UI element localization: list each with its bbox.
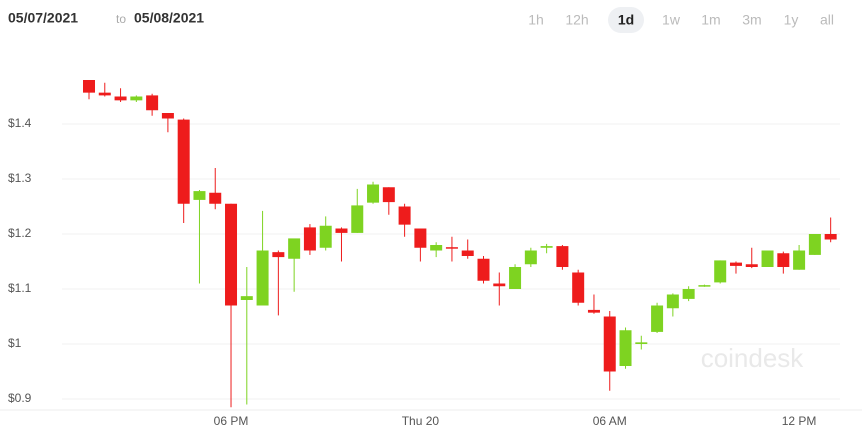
candle-body: [430, 245, 443, 251]
candle-body: [319, 225, 332, 248]
candle-body: [130, 96, 143, 101]
candle-body: [729, 262, 742, 266]
candle-body: [398, 206, 411, 225]
candle-body: [114, 96, 127, 101]
candle-body: [367, 184, 380, 203]
range-button[interactable]: 1m: [701, 12, 720, 28]
candle-body: [603, 316, 616, 372]
candle-body: [619, 330, 632, 366]
x-tick-label: 06 PM: [214, 414, 249, 428]
candle-body: [335, 228, 348, 233]
x-tick-label: 12 PM: [782, 414, 817, 428]
y-tick-label: $0.9: [8, 391, 32, 405]
range-button[interactable]: 1w: [662, 12, 681, 28]
y-tick-label: $1.2: [8, 226, 32, 240]
candle-body: [745, 264, 758, 267]
candle-body: [414, 228, 427, 248]
date-separator: to: [116, 12, 126, 26]
candle-body: [477, 258, 490, 281]
candle-body: [445, 247, 458, 249]
range-button[interactable]: 1d: [618, 12, 634, 28]
x-tick-label: Thu 20: [402, 414, 440, 428]
candle-body: [83, 80, 95, 93]
candle-body: [193, 191, 206, 200]
candle-body: [382, 187, 395, 203]
range-active-bg: [608, 7, 644, 33]
candle-body: [177, 119, 190, 204]
candle-body: [793, 250, 806, 270]
candle-body: [98, 92, 111, 96]
candle-body: [682, 289, 695, 299]
candle-body: [714, 260, 727, 283]
candle-body: [540, 246, 553, 248]
candle-body: [493, 283, 506, 287]
candle-body: [146, 95, 159, 111]
candle-body: [461, 250, 474, 256]
watermark: coindesk: [701, 343, 805, 373]
candle-body: [524, 250, 537, 265]
range-button[interactable]: 1y: [784, 12, 799, 28]
candle-body: [351, 205, 364, 233]
candle-body: [509, 267, 522, 289]
candle-body: [587, 309, 600, 313]
candle-body: [256, 250, 269, 306]
candle-body: [651, 305, 664, 332]
range-button[interactable]: all: [820, 12, 834, 28]
candle-body: [288, 238, 301, 259]
candle-body: [556, 246, 569, 267]
candle-body: [698, 285, 711, 287]
candle-body: [572, 272, 585, 303]
x-tick-label: 06 AM: [593, 414, 627, 428]
candle-body: [272, 252, 285, 258]
y-tick-label: $1.3: [8, 171, 32, 185]
candle-body: [209, 192, 222, 204]
candle-body: [240, 296, 253, 300]
candle-body: [161, 113, 174, 119]
y-tick-label: $1.4: [8, 116, 32, 130]
candle-body: [761, 250, 774, 267]
candle-body: [777, 253, 790, 267]
date-to: 05/08/2021: [134, 10, 204, 26]
date-from: 05/07/2021: [8, 10, 78, 26]
candle-body: [808, 234, 821, 255]
range-button[interactable]: 12h: [565, 12, 588, 28]
range-button[interactable]: 3m: [742, 12, 761, 28]
range-button[interactable]: 1h: [528, 12, 544, 28]
y-tick-label: $1: [8, 336, 22, 350]
candle-body: [824, 234, 837, 240]
y-tick-label: $1.1: [8, 281, 32, 295]
candle-body: [666, 294, 679, 309]
candle-body: [303, 227, 316, 251]
candle-body: [225, 203, 238, 306]
candle-body: [635, 342, 648, 344]
